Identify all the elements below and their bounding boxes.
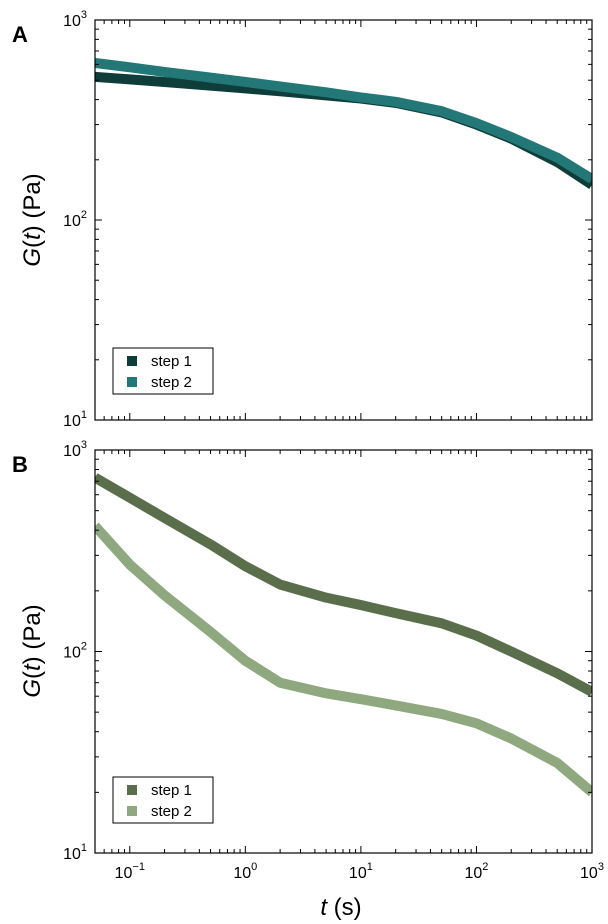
x-tick-label: 101 (349, 861, 373, 882)
y-tick-label: 101 (63, 409, 87, 430)
series-line-step-2 (95, 522, 592, 797)
legend-swatch (127, 377, 137, 387)
panel-a: A 101 102 103 G(t) (Pa) step 1 step 2 (12, 9, 593, 430)
x-tick-label: 102 (464, 861, 488, 882)
y-tick-label: 101 (63, 842, 87, 863)
y-tick-label: 102 (63, 641, 87, 662)
legend-label: step 2 (151, 374, 192, 391)
y-axis-label: G(t) (Pa) (19, 173, 46, 266)
legend-label: step 1 (151, 782, 192, 799)
panel-letter: B (12, 452, 28, 477)
legend-swatch (127, 356, 137, 366)
x-tick-label: 103 (580, 861, 604, 882)
legend-label: step 1 (151, 353, 192, 370)
y-tick-label: 103 (63, 9, 87, 30)
legend-box (112, 347, 214, 395)
y-axis-label: G(t) (Pa) (19, 604, 46, 697)
plot-frame (94, 19, 593, 421)
legend-swatch (127, 806, 137, 816)
x-axis-label: t (s) (320, 894, 361, 921)
series-line-step-2 (95, 57, 592, 184)
legend: step 1 step 2 (112, 776, 214, 824)
y-tick-label: 102 (63, 209, 87, 230)
legend: step 1 step 2 (112, 347, 214, 395)
x-tick-label: 100 (233, 861, 257, 882)
x-tick-label: 10−1 (115, 861, 145, 882)
panel-b: B 101 102 103 10−1 100 101 102 103 G(t) (Pa) step … (12, 439, 604, 882)
plot-frame (94, 449, 593, 854)
legend-swatch (127, 785, 137, 795)
panel-letter: A (12, 22, 28, 47)
series-line-step-1 (95, 473, 592, 697)
y-tick-label: 103 (63, 439, 87, 460)
legend-label: step 2 (151, 803, 192, 820)
